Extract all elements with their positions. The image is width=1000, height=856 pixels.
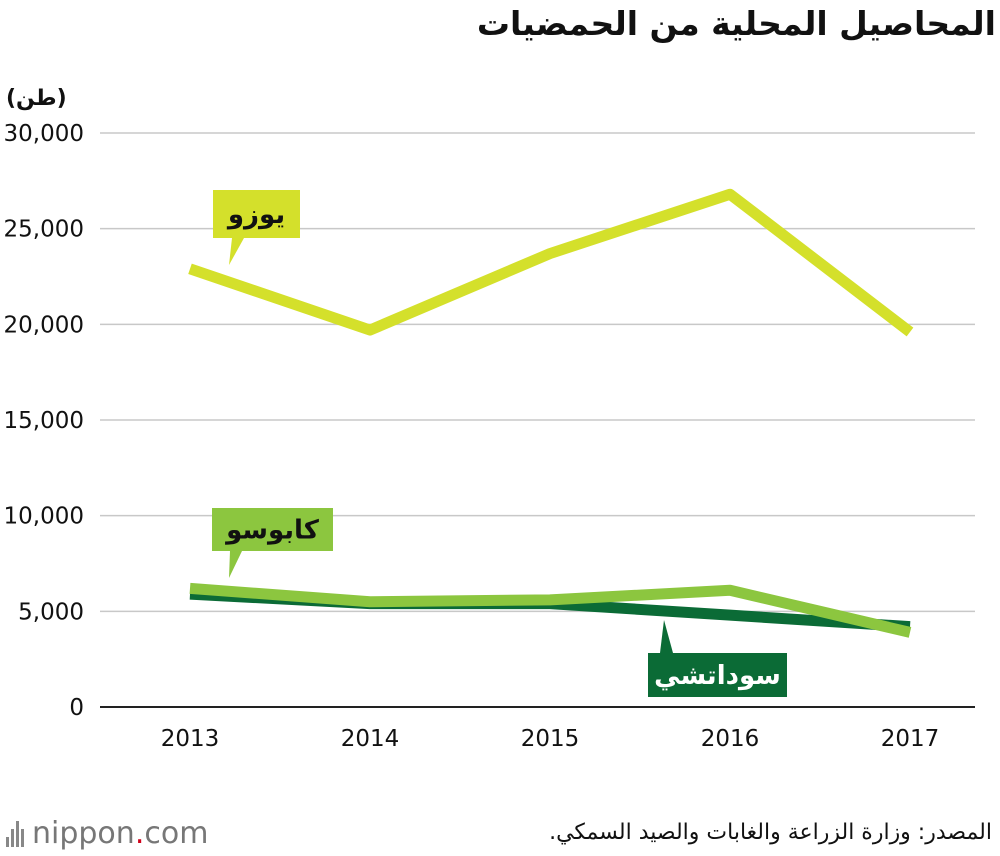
series-kabosu-line — [189, 582, 912, 638]
y-tick-label: 20,000 — [4, 312, 84, 338]
y-tick-label: 15,000 — [4, 408, 84, 434]
y-tick-label: 5,000 — [18, 599, 84, 625]
callout-text: كابوسو — [224, 516, 320, 546]
callout-tail — [229, 551, 242, 578]
callout-text: يوزو — [226, 200, 285, 230]
y-tick-label: 30,000 — [4, 121, 84, 147]
callout-box — [648, 653, 787, 697]
logo-name: nippon — [32, 816, 135, 851]
x-tick-label: 2017 — [881, 726, 940, 752]
y-tick-label: 0 — [69, 695, 84, 721]
callout-tail — [229, 238, 244, 265]
x-tick-label: 2014 — [341, 726, 400, 752]
y-tick-label: 25,000 — [4, 217, 84, 243]
callout-box — [213, 190, 300, 238]
series-yuzu-legend-label: يوزو — [213, 190, 300, 265]
logo-dot: . — [134, 816, 145, 851]
y-tick-label: 10,000 — [4, 504, 84, 530]
series-sudachi-legend-label: سوداتشي — [648, 620, 787, 697]
x-tick-label: 2013 — [161, 726, 220, 752]
x-tick-label: 2016 — [701, 726, 760, 752]
series-kabosu-legend-label: كابوسو — [212, 508, 333, 578]
nippon-logo: nippon.com — [6, 816, 208, 851]
callout-box — [212, 508, 333, 551]
line-chart: 0 5,000 10,000 15,000 20,000 25,000 30,000 201… — [4, 121, 975, 752]
logo-bars-icon — [6, 820, 24, 847]
logo-suffix: com — [144, 816, 209, 851]
chart-title: المحاصيل المحلية من الحمضيات — [476, 4, 996, 43]
callout-text: سوداتشي — [654, 661, 781, 691]
source-note: المصدر: وزارة الزراعة والغابات والصيد ال… — [549, 820, 992, 845]
y-axis-unit-label: (طن) — [6, 86, 67, 111]
callout-tail — [660, 620, 673, 653]
x-tick-label: 2015 — [521, 726, 580, 752]
